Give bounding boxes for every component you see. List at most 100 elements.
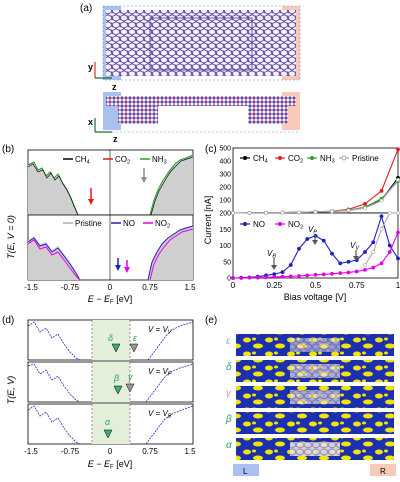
data-point-pristine xyxy=(387,211,392,215)
data-point-pristine xyxy=(379,227,384,232)
data-point-no xyxy=(297,246,301,251)
panel-c-annotations: VB VP VV xyxy=(267,225,360,270)
data-point-no xyxy=(371,240,376,245)
svg-text:NO: NO xyxy=(253,220,265,229)
svg-text:V = VP: V = VP xyxy=(148,367,172,378)
svg-text:CO2: CO2 xyxy=(288,154,303,165)
data-point-no xyxy=(363,250,367,254)
level-marker-beta xyxy=(113,385,123,395)
level-marker-alpha xyxy=(103,429,113,439)
svg-text:VP: VP xyxy=(308,225,317,236)
data-point-no xyxy=(387,243,392,248)
arrow-no2-feature xyxy=(124,267,130,273)
svg-text:-0.75: -0.75 xyxy=(61,283,80,292)
data-point-no2 xyxy=(338,271,343,276)
svg-text:ε: ε xyxy=(133,333,138,343)
panel-d-row-3: V = VB α xyxy=(27,403,194,445)
panel-d-label: (d) xyxy=(2,315,14,326)
data-point-no xyxy=(330,251,334,256)
density-map-beta: β xyxy=(225,412,394,434)
data-point-pristine xyxy=(280,210,285,215)
data-point-pristine xyxy=(396,177,400,182)
svg-text:Pristine: Pristine xyxy=(75,219,102,228)
svg-text:NO2: NO2 xyxy=(155,219,170,230)
svg-text:γ: γ xyxy=(226,388,232,399)
data-point-no2 xyxy=(321,272,326,277)
ytick-label: 100 xyxy=(219,243,231,250)
data-point-no2 xyxy=(387,250,392,254)
density-map-delta: δ xyxy=(226,360,394,382)
svg-text:CH4: CH4 xyxy=(75,155,90,166)
svg-text:NH3: NH3 xyxy=(320,154,335,165)
svg-text:β: β xyxy=(225,414,232,425)
lead-right-label: R xyxy=(380,467,386,476)
xtick-label: 0.5 xyxy=(310,281,322,290)
level-marker-delta xyxy=(111,343,121,353)
data-point-pristine xyxy=(297,210,301,215)
xtick-label: 1 xyxy=(396,281,400,290)
data-point-no2 xyxy=(247,275,252,280)
panel-c-legend-top: CH4 CO2 NH3 Pristine xyxy=(240,154,379,165)
data-point-no2 xyxy=(396,230,400,235)
data-point-pristine xyxy=(264,210,268,215)
ytick-label: 500 xyxy=(219,146,231,153)
panel-b-legend-bottom: Pristine NO NO2 xyxy=(63,219,170,230)
data-point-no2 xyxy=(264,275,268,280)
panel-d-row-2: V = VP β γ xyxy=(27,361,194,403)
xtick-label: 0 xyxy=(231,281,236,290)
data-point-no2 xyxy=(346,270,351,275)
data-point-no xyxy=(321,238,326,243)
ytick-label: 150 xyxy=(219,227,231,234)
data-point-pristine xyxy=(396,211,400,215)
density-map-gamma: γ xyxy=(226,386,394,408)
svg-text:β: β xyxy=(113,373,119,383)
data-point-no2 xyxy=(297,274,301,278)
svg-text:0.75: 0.75 xyxy=(142,447,158,456)
panel-d-row-1: V = VV δ ε xyxy=(27,319,194,361)
svg-text:δ: δ xyxy=(226,362,232,373)
data-point-co2 xyxy=(396,147,400,152)
data-point-pristine xyxy=(313,210,318,214)
svg-text:NO: NO xyxy=(123,219,135,228)
svg-text:0.75: 0.75 xyxy=(142,283,158,292)
ytick-label: 100 xyxy=(219,198,231,205)
ytick-label: 300 xyxy=(219,172,231,179)
data-point-no2 xyxy=(239,276,244,280)
arrow-no-feature xyxy=(115,265,121,271)
level-marker-epsilon xyxy=(129,343,139,353)
data-point-no xyxy=(288,263,293,267)
svg-text:γ: γ xyxy=(128,372,133,382)
ribbon-side-view xyxy=(106,96,296,106)
trace-no2-bottom xyxy=(27,239,81,281)
data-point-no2 xyxy=(330,271,334,276)
data-point-no2 xyxy=(280,274,285,279)
panel-b-label: (b) xyxy=(2,144,14,155)
svg-text:0: 0 xyxy=(108,447,113,456)
arrow-pristine-feature xyxy=(141,177,147,183)
panel-c-top-yticks: 100 200 300 400 500 xyxy=(219,146,231,205)
data-point-no2 xyxy=(354,269,359,274)
panel-e: (e) ε δ γ β α L R xyxy=(205,315,396,476)
data-point-pristine xyxy=(247,210,252,215)
data-point-pristine xyxy=(363,263,367,267)
panel-c-xlabel: Bias voltage [V] xyxy=(284,292,347,302)
ytick-label: 50 xyxy=(223,259,231,266)
data-point-pristine xyxy=(330,209,334,214)
svg-text:1.5: 1.5 xyxy=(184,283,196,292)
xtick-label: 0.25 xyxy=(266,281,282,290)
svg-text:0: 0 xyxy=(108,283,113,292)
panel-b-ylabel: T(E, V = 0) xyxy=(6,215,16,259)
ytick-label: 200 xyxy=(219,185,231,192)
data-point-pristine xyxy=(231,211,235,215)
svg-text:α: α xyxy=(105,417,111,427)
level-marker-gamma xyxy=(125,383,135,393)
data-point-pristine xyxy=(346,208,351,213)
svg-text:-1.5: -1.5 xyxy=(24,447,38,456)
data-point-pristine xyxy=(371,250,376,254)
data-point-no2 xyxy=(313,272,318,277)
svg-text:δ: δ xyxy=(108,333,114,343)
svg-text:Pristine: Pristine xyxy=(352,154,379,163)
svg-text:-1.5: -1.5 xyxy=(24,283,38,292)
panel-b-legend-top: CH4 CO2 NH3 xyxy=(63,155,167,166)
